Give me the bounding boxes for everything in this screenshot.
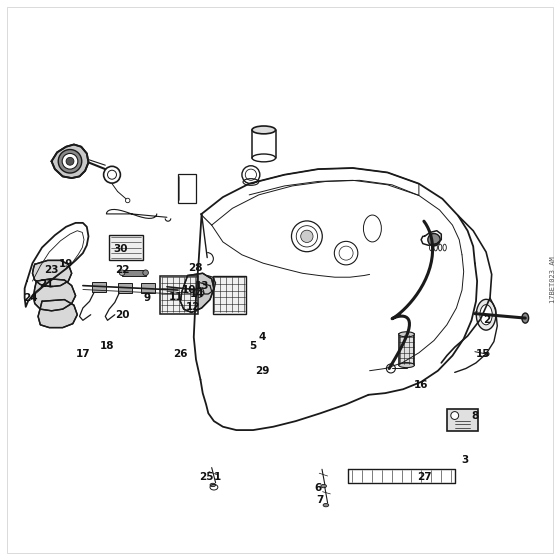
Ellipse shape: [143, 270, 148, 276]
Text: 16: 16: [414, 380, 428, 390]
Text: 9: 9: [143, 293, 150, 303]
Text: 15: 15: [475, 349, 490, 359]
Bar: [92, 282, 106, 292]
Bar: [160, 276, 198, 314]
Bar: [447, 409, 478, 431]
Polygon shape: [38, 300, 77, 328]
Text: 2: 2: [484, 315, 491, 325]
Text: 22: 22: [115, 265, 129, 275]
Bar: [122, 270, 146, 276]
Text: 27: 27: [417, 472, 432, 482]
Text: 5: 5: [250, 341, 256, 351]
Polygon shape: [34, 279, 76, 311]
Text: 1: 1: [214, 472, 221, 482]
Ellipse shape: [428, 234, 440, 246]
Text: 25: 25: [199, 472, 213, 482]
Ellipse shape: [451, 412, 459, 419]
Text: 6: 6: [315, 483, 321, 493]
Text: 29: 29: [255, 366, 269, 376]
Ellipse shape: [485, 352, 489, 356]
Ellipse shape: [386, 364, 395, 373]
Ellipse shape: [301, 230, 313, 242]
Ellipse shape: [399, 332, 414, 337]
Bar: [213, 276, 246, 314]
Text: 8: 8: [472, 410, 478, 421]
Text: 19: 19: [59, 259, 73, 269]
Ellipse shape: [399, 363, 414, 368]
Ellipse shape: [480, 305, 492, 325]
Text: 17BET023 AM: 17BET023 AM: [550, 256, 556, 304]
Bar: [399, 334, 414, 365]
Ellipse shape: [323, 503, 329, 507]
Text: 10: 10: [182, 285, 197, 295]
Text: 18: 18: [100, 341, 115, 351]
Bar: [141, 283, 155, 293]
Text: 23: 23: [44, 265, 59, 275]
Polygon shape: [180, 273, 214, 312]
Text: 11: 11: [169, 292, 184, 302]
Bar: [118, 283, 132, 293]
Bar: [178, 174, 196, 203]
Text: 28: 28: [188, 263, 202, 273]
Text: 20: 20: [115, 310, 129, 320]
Text: 14: 14: [190, 289, 204, 299]
Text: 4: 4: [258, 332, 266, 342]
Ellipse shape: [476, 300, 496, 330]
Text: 24: 24: [24, 293, 38, 303]
Ellipse shape: [522, 313, 529, 323]
Ellipse shape: [252, 126, 276, 134]
Ellipse shape: [58, 150, 82, 173]
Text: 3: 3: [461, 455, 468, 465]
Polygon shape: [52, 144, 88, 178]
Text: 30: 30: [113, 244, 128, 254]
Text: 17: 17: [76, 349, 90, 359]
Text: 12: 12: [186, 302, 200, 312]
Text: 13: 13: [194, 281, 209, 291]
Text: 7: 7: [316, 494, 324, 505]
Bar: [109, 235, 143, 260]
Text: 21: 21: [39, 279, 53, 290]
Text: 26: 26: [173, 349, 188, 359]
Ellipse shape: [66, 157, 74, 165]
Ellipse shape: [119, 270, 125, 276]
Ellipse shape: [62, 153, 78, 169]
Ellipse shape: [210, 483, 216, 487]
Ellipse shape: [321, 484, 326, 488]
Polygon shape: [32, 260, 72, 287]
